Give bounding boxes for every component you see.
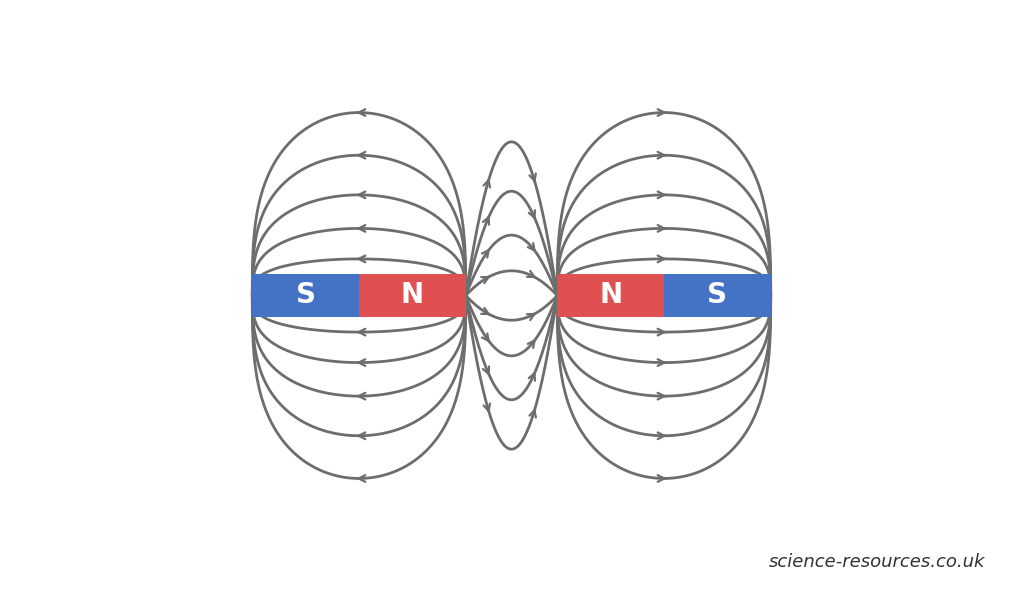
Bar (253, 274, 359, 317)
Bar (558, 274, 664, 317)
Text: N: N (401, 281, 424, 310)
Text: S: S (707, 281, 727, 310)
Text: S: S (296, 281, 316, 310)
Text: N: N (599, 281, 622, 310)
Text: science-resources.co.uk: science-resources.co.uk (768, 553, 985, 571)
Bar (359, 274, 465, 317)
Bar (664, 274, 770, 317)
